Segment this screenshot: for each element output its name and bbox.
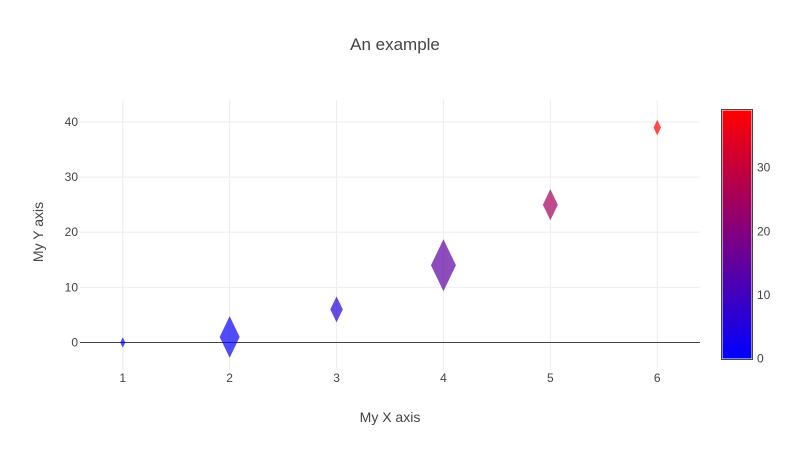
- colorbar-fill: [722, 110, 752, 359]
- y-tick-label: 10: [65, 280, 79, 294]
- data-point: [653, 119, 661, 136]
- y-tick-label: 30: [65, 170, 79, 184]
- data-point: [330, 296, 343, 323]
- x-tick-label: 3: [333, 371, 340, 385]
- y-tick-labels: 0 10 20 30 40: [65, 115, 79, 349]
- chart-title: An example: [350, 35, 440, 54]
- colorbar: 0 10 20 30: [721, 109, 771, 366]
- x-tick-label: 6: [654, 371, 661, 385]
- x-tick-label: 2: [226, 371, 233, 385]
- colorbar-tick-labels: 0 10 20 30: [757, 161, 771, 366]
- data-point: [430, 239, 456, 292]
- x-axis-title: My X axis: [360, 409, 421, 425]
- y-tick-label: 0: [71, 335, 78, 349]
- data-point: [219, 316, 240, 358]
- colorbar-tick-label: 20: [757, 224, 771, 238]
- x-tick-label: 1: [119, 371, 126, 385]
- colorbar-tick-label: 30: [757, 161, 771, 175]
- y-axis-title: My Y axis: [30, 202, 46, 262]
- colorbar-tick-label: 0: [757, 352, 764, 366]
- x-tick-label: 4: [440, 371, 447, 385]
- plot-marks: [120, 119, 661, 358]
- data-point: [542, 189, 558, 221]
- plot-grid: [80, 100, 700, 370]
- y-tick-label: 20: [65, 225, 79, 239]
- x-tick-label: 5: [547, 371, 554, 385]
- colorbar-tick-label: 10: [757, 288, 771, 302]
- y-tick-label: 40: [65, 115, 79, 129]
- data-point: [120, 337, 126, 348]
- x-tick-labels: 1 2 3 4 5 6: [119, 371, 660, 385]
